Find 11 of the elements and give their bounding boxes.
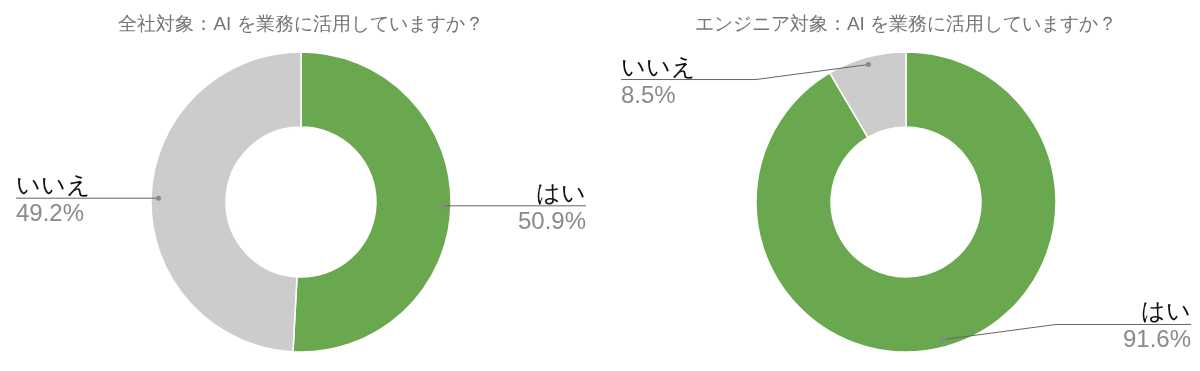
data-label: 91.6%: [1122, 325, 1191, 353]
slice-label: はい: [1141, 297, 1191, 325]
slice-label: はい: [536, 178, 586, 206]
donut-slice: [755, 51, 1057, 353]
data-label: 49.2%: [16, 199, 85, 227]
chart-title: エンジニア対象：AI を業務に活用していますか？: [694, 13, 1118, 34]
slice-label: いいえ: [621, 52, 696, 80]
data-label: 8.5%: [621, 80, 676, 108]
data-label: 50.9%: [517, 206, 586, 234]
slice-label: いいえ: [16, 171, 91, 199]
chart-title: 全社対象：AI を業務に活用していますか？: [118, 13, 484, 34]
